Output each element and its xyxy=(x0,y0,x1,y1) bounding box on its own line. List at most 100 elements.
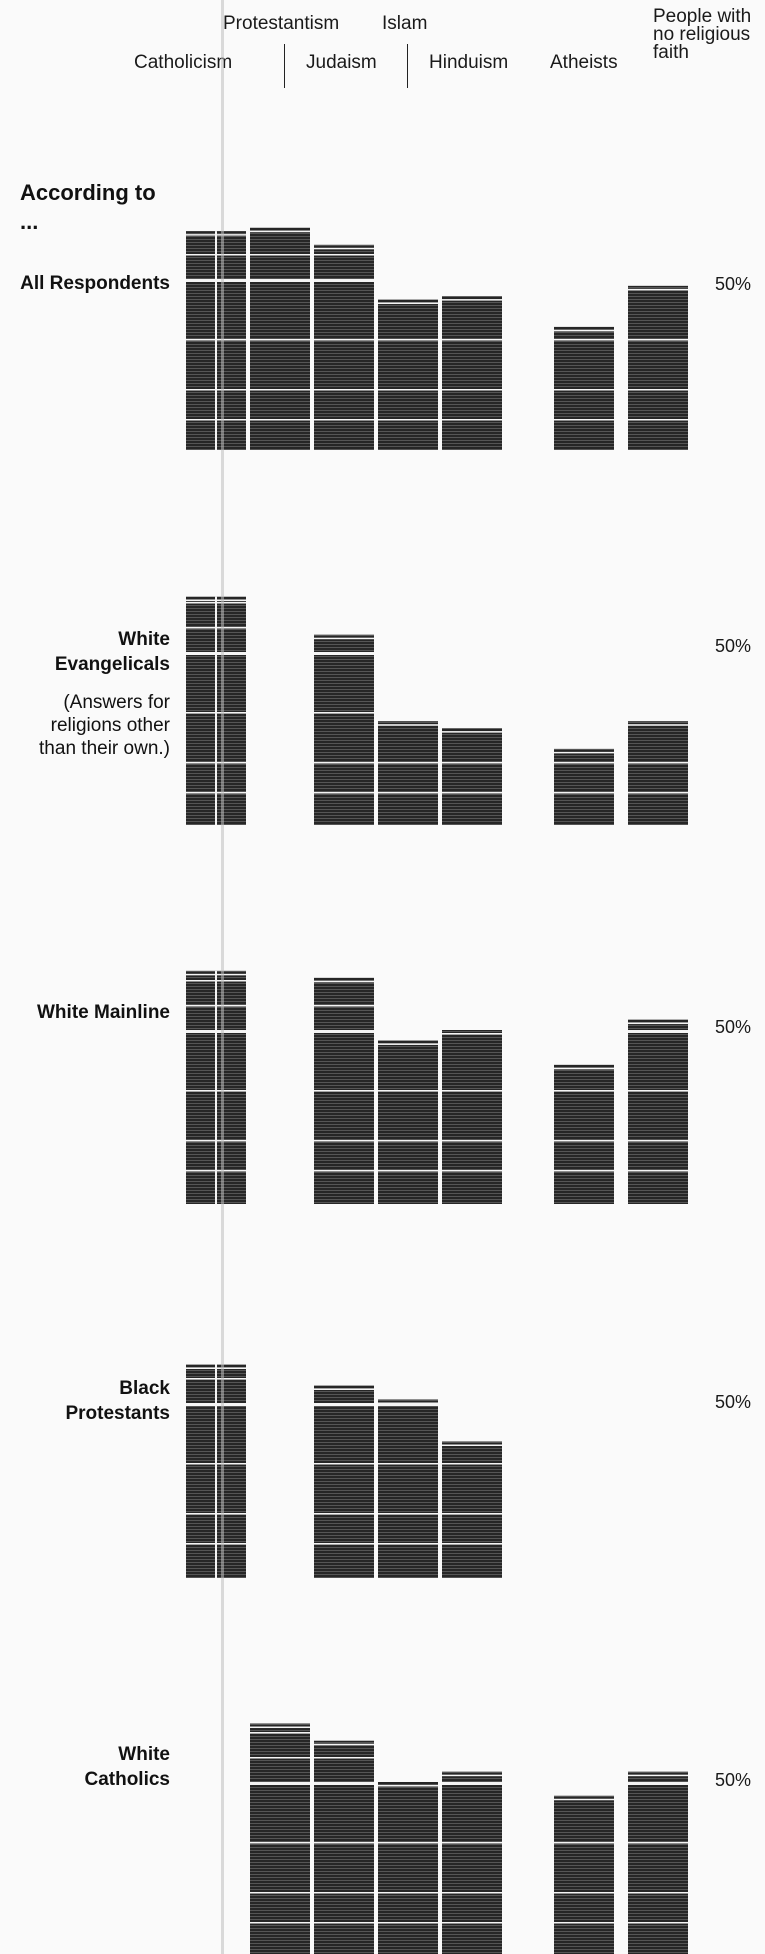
reference-label-50: 50% xyxy=(715,636,752,656)
bar-gridline xyxy=(442,1922,502,1924)
bar-2-5 xyxy=(554,1064,614,1204)
bar-gridline xyxy=(250,1732,310,1734)
bar-gridline xyxy=(442,1090,502,1092)
bar-gridline xyxy=(628,1892,688,1894)
bar-gridline xyxy=(442,792,502,794)
bar-gridline xyxy=(628,339,688,341)
bar-2-4 xyxy=(442,1030,502,1204)
bar-gridline xyxy=(554,1140,614,1142)
group-label-white-mainline: White Mainline xyxy=(37,1002,170,1023)
bar-gridline xyxy=(314,419,374,421)
bar-gridline xyxy=(442,1782,502,1785)
bar-gridline xyxy=(314,1090,374,1092)
category-header-islam: Islam xyxy=(382,13,428,34)
bar-gridline xyxy=(378,1842,438,1844)
bar-1-4 xyxy=(442,728,502,825)
bar-4-2 xyxy=(314,1740,374,1954)
bar-gridline xyxy=(250,1757,310,1759)
bar-gridline xyxy=(442,339,502,341)
bar-gridline xyxy=(378,1090,438,1092)
bar-gridline xyxy=(442,762,502,764)
bar-gridline xyxy=(628,1782,688,1785)
bar-gridline xyxy=(378,1170,438,1172)
bar-cap-line xyxy=(628,288,688,291)
bar-gridline xyxy=(442,419,502,421)
bar-gridline xyxy=(628,1140,688,1142)
bar-gridline xyxy=(314,254,374,256)
bar-gridline xyxy=(554,792,614,794)
bar-3-3 xyxy=(378,1399,438,1578)
bar-cap-line xyxy=(442,1774,502,1777)
bar-4-5 xyxy=(554,1795,614,1954)
bar-gridline xyxy=(554,1892,614,1894)
bar-gridline xyxy=(442,1543,502,1545)
category-header-hinduism: Hinduism xyxy=(429,52,509,73)
reference-label-50: 50% xyxy=(715,1017,752,1037)
group-label-all-respondents: All Respondents xyxy=(20,273,170,294)
bar-gridline xyxy=(628,792,688,794)
group-note-white-evangelicals: (Answers for religions other than their … xyxy=(39,692,170,759)
bar-cap-line xyxy=(442,731,502,733)
bar-0-6 xyxy=(628,285,688,450)
bar-gridline xyxy=(250,254,310,256)
bar-0-3 xyxy=(378,299,438,450)
category-header-atheists: Atheists xyxy=(550,52,618,73)
bar-4-6 xyxy=(628,1771,688,1954)
bar-gridline xyxy=(314,1782,374,1785)
bar-gridline xyxy=(554,1922,614,1924)
bar-gridline xyxy=(442,1463,502,1465)
bar-gridline xyxy=(378,1513,438,1515)
bar-gridline xyxy=(250,1782,310,1785)
bar-gridline xyxy=(314,652,374,655)
group-label-white-catholics: White Catholics xyxy=(84,1744,170,1790)
bar-gridline xyxy=(314,1170,374,1172)
bar-split-line xyxy=(215,970,217,1204)
bar-cap-line xyxy=(442,299,502,301)
bar-gridline xyxy=(314,1757,374,1759)
bar-gridline xyxy=(628,1090,688,1092)
bar-gridline xyxy=(314,1030,374,1033)
bar-gridline xyxy=(250,419,310,421)
bar-cap-line xyxy=(314,980,374,983)
bar-cap-line xyxy=(442,1033,502,1035)
bar-gridline xyxy=(378,339,438,341)
bar-4-1 xyxy=(250,1723,310,1954)
bar-cap-line xyxy=(250,230,310,233)
bar-3-4 xyxy=(442,1441,502,1578)
bar-split-line xyxy=(215,596,217,825)
bar-gridline xyxy=(250,1842,310,1844)
bar-gridline xyxy=(250,1892,310,1894)
bar-gridline xyxy=(378,419,438,421)
bar-gridline xyxy=(314,1922,374,1924)
bar-gridline xyxy=(442,389,502,391)
bar-4-4 xyxy=(442,1771,502,1954)
bar-gridline xyxy=(378,1892,438,1894)
bar-cap-line xyxy=(554,1067,614,1070)
bar-cap-line xyxy=(250,1726,310,1729)
bar-gridline xyxy=(554,1170,614,1172)
bar-gridline xyxy=(554,762,614,764)
bar-gridline xyxy=(314,1005,374,1007)
bar-cap-line xyxy=(378,724,438,726)
bar-4-3 xyxy=(378,1782,438,1954)
bar-gridline xyxy=(628,1842,688,1844)
bar-split-line xyxy=(215,1364,217,1578)
bar-cap-line xyxy=(314,1388,374,1390)
bar-gridline xyxy=(314,1140,374,1142)
bar-cap-line xyxy=(314,247,374,250)
bar-cap-line xyxy=(628,1774,688,1777)
bar-gridline xyxy=(314,762,374,764)
bar-cap-line xyxy=(554,329,614,332)
bar-gridline xyxy=(314,1842,374,1844)
bar-1-6 xyxy=(628,721,688,825)
bar-gridline xyxy=(628,1030,688,1033)
bar-gridline xyxy=(314,1543,374,1545)
bar-0-5 xyxy=(554,326,614,450)
bar-gridline xyxy=(554,419,614,421)
bar-cap-line xyxy=(554,751,614,754)
chart-heading: According to ... xyxy=(20,180,156,234)
bar-gridline xyxy=(250,1922,310,1924)
group-label-black-protestants: Black Protestants xyxy=(65,1378,170,1424)
bar-cap-line xyxy=(378,1402,438,1404)
